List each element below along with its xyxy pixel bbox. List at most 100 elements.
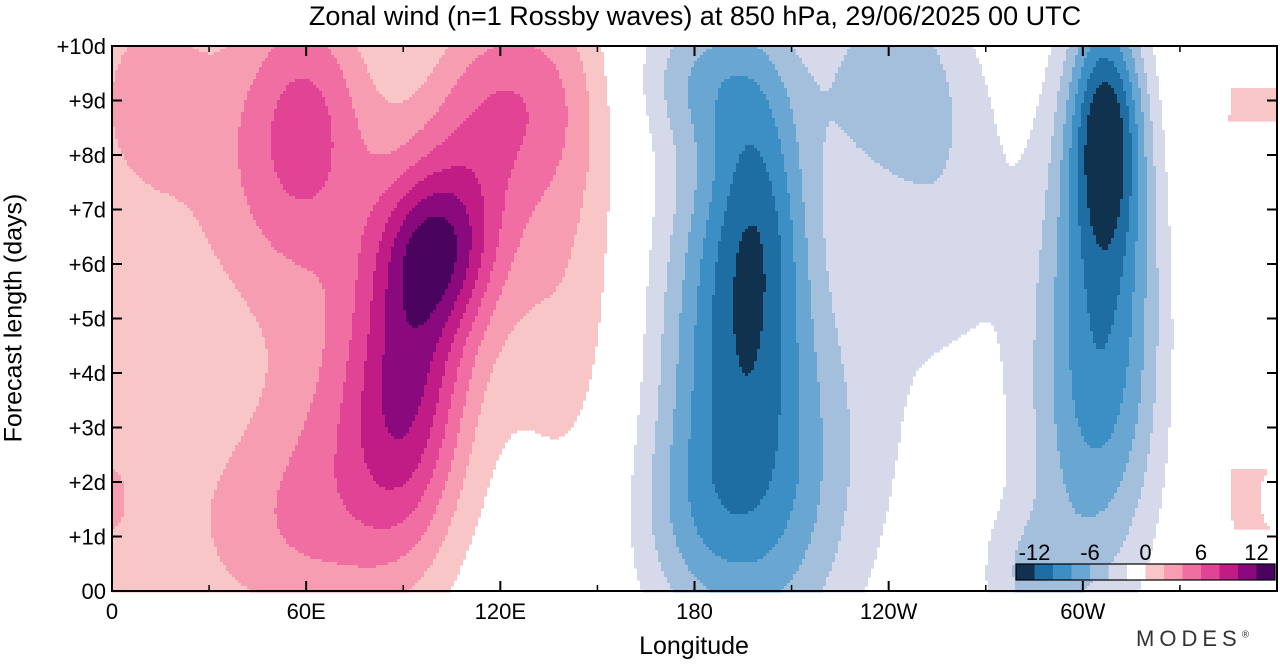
contour-cell bbox=[802, 193, 823, 197]
contour-cell bbox=[856, 142, 952, 146]
contour-cell bbox=[472, 442, 505, 446]
contour-cell bbox=[829, 574, 871, 578]
contour-cell bbox=[463, 415, 478, 419]
contour-cell bbox=[1066, 115, 1072, 119]
contour-cell bbox=[211, 244, 271, 248]
contour-cell bbox=[223, 268, 307, 272]
contour-cell bbox=[472, 325, 487, 329]
contour-cell bbox=[769, 487, 796, 491]
contour-cell bbox=[169, 193, 244, 197]
contour-cell bbox=[409, 211, 466, 215]
contour-cell bbox=[373, 280, 388, 284]
contour-cell bbox=[214, 250, 277, 254]
contour-cell bbox=[793, 259, 808, 263]
contour-cell bbox=[1072, 130, 1078, 134]
contour-cell bbox=[808, 247, 826, 251]
contour-cell bbox=[670, 448, 688, 452]
contour-cell bbox=[238, 154, 271, 158]
contour-cell bbox=[493, 313, 526, 317]
contour-cell bbox=[1108, 439, 1132, 443]
contour-cell bbox=[763, 244, 781, 248]
contour-cell bbox=[232, 451, 292, 455]
contour-cell bbox=[466, 211, 484, 215]
contour-cell bbox=[1108, 505, 1138, 509]
contour-cell bbox=[844, 364, 922, 368]
contour-cell bbox=[715, 127, 778, 131]
contour-cell bbox=[835, 322, 979, 326]
contour-cell bbox=[325, 298, 355, 302]
contour-cell bbox=[1135, 436, 1150, 440]
contour-cell bbox=[121, 148, 238, 152]
contour-cell bbox=[805, 64, 841, 68]
contour-cell bbox=[520, 238, 574, 242]
contour-cell bbox=[394, 238, 409, 242]
contour-cell bbox=[1126, 250, 1135, 254]
contour-cell bbox=[1147, 214, 1156, 218]
contour-cell bbox=[832, 301, 1036, 305]
contour-cell bbox=[475, 439, 508, 443]
contour-cell bbox=[694, 379, 712, 383]
contour-cell bbox=[715, 175, 733, 179]
contour-cell bbox=[112, 88, 250, 92]
contour-cell bbox=[1045, 202, 1060, 206]
contour-cell bbox=[292, 451, 337, 455]
contour-cell bbox=[757, 349, 781, 353]
contour-cell bbox=[691, 415, 712, 419]
contour-cell bbox=[1036, 418, 1054, 422]
contour-cell bbox=[112, 85, 250, 89]
contour-cell bbox=[805, 553, 835, 557]
contour-cell bbox=[1138, 181, 1147, 185]
contour-cell bbox=[646, 325, 664, 329]
contour-cell bbox=[1120, 199, 1129, 203]
contour-cell bbox=[655, 211, 676, 215]
contour-cell bbox=[571, 247, 607, 251]
contour-cell bbox=[1072, 115, 1081, 119]
contour-cell bbox=[1048, 187, 1060, 191]
contour-cell bbox=[691, 502, 721, 506]
contour-cell bbox=[274, 247, 361, 251]
contour-cell bbox=[1156, 172, 1168, 176]
contour-cell bbox=[832, 562, 874, 566]
contour-cell bbox=[790, 196, 802, 200]
contour-cell bbox=[799, 55, 844, 59]
contour-cell bbox=[553, 61, 583, 65]
contour-cell bbox=[112, 223, 199, 227]
contour-cell bbox=[670, 445, 688, 449]
contour-cell bbox=[637, 439, 655, 443]
contour-cell bbox=[712, 427, 778, 431]
contour-cell bbox=[331, 127, 358, 131]
contour-cell bbox=[1090, 328, 1111, 332]
contour-cell bbox=[349, 91, 379, 95]
contour-cell bbox=[775, 457, 799, 461]
contour-cell bbox=[790, 103, 952, 107]
contour-cell bbox=[1006, 481, 1036, 485]
contour-cell bbox=[760, 331, 781, 335]
contour-cell bbox=[247, 91, 283, 95]
contour-cell bbox=[781, 256, 793, 260]
contour-cell bbox=[796, 274, 808, 278]
contour-cell bbox=[835, 121, 952, 125]
contour-cell bbox=[124, 505, 211, 509]
contour-cell bbox=[436, 307, 454, 311]
contour-cell bbox=[1144, 145, 1153, 149]
contour-cell bbox=[772, 478, 799, 482]
contour-cell bbox=[454, 334, 469, 338]
contour-cell bbox=[1045, 211, 1060, 215]
contour-cell bbox=[655, 448, 670, 452]
contour-cell bbox=[1147, 265, 1156, 269]
contour-cell bbox=[457, 331, 469, 335]
contour-cell bbox=[472, 247, 484, 251]
contour-cell bbox=[1042, 232, 1057, 236]
contour-cell bbox=[112, 508, 124, 512]
contour-cell bbox=[655, 424, 673, 428]
contour-cell bbox=[484, 100, 523, 104]
contour-cell bbox=[985, 571, 1012, 575]
contour-cell bbox=[277, 523, 364, 527]
contour-cell bbox=[1054, 349, 1069, 353]
contour-cell bbox=[694, 361, 712, 365]
contour-cell bbox=[484, 337, 508, 341]
contour-cell bbox=[712, 457, 775, 461]
contour-cell bbox=[1048, 166, 1060, 170]
contour-cell bbox=[223, 562, 337, 566]
contour-cell bbox=[454, 229, 472, 233]
